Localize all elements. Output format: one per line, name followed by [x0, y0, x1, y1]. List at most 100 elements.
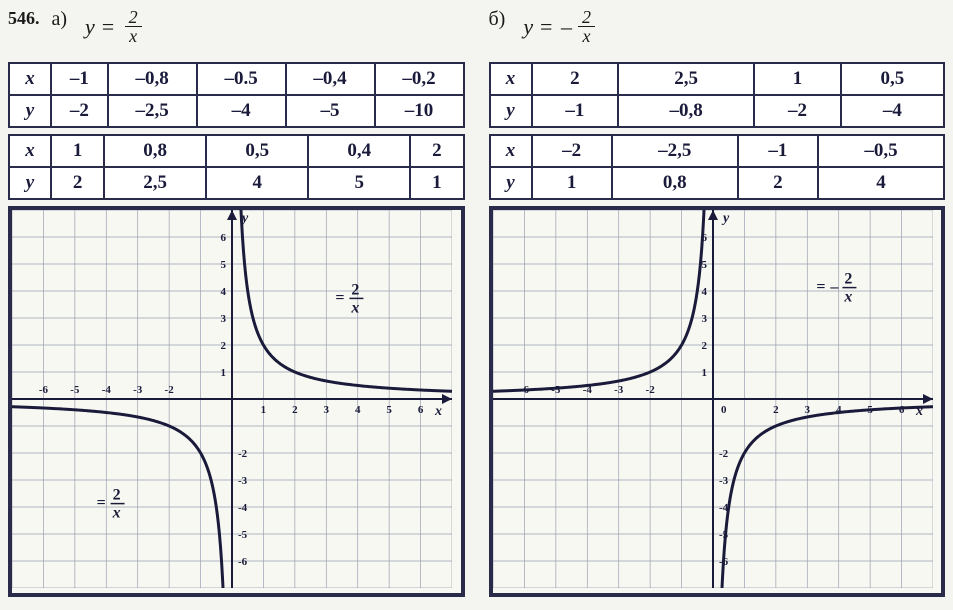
- cell: –1: [51, 63, 108, 95]
- cell: –0,2: [375, 63, 464, 95]
- svg-text:-4: -4: [102, 384, 112, 396]
- cell: –0,8: [108, 63, 197, 95]
- chart-b: -6-5-4-3-223456123456-2-3-4-5-60xy=–2x: [493, 210, 933, 588]
- cell: –4: [197, 95, 286, 127]
- svg-text:2: 2: [113, 487, 121, 504]
- part-a-label: а): [52, 8, 68, 31]
- equals-sign-b: =: [533, 14, 559, 40]
- svg-text:y: y: [721, 211, 730, 226]
- svg-text:x: x: [350, 299, 359, 316]
- svg-text:-5: -5: [70, 384, 80, 396]
- row-header: x: [490, 63, 532, 95]
- cell: –2: [51, 95, 108, 127]
- svg-text:2: 2: [773, 404, 779, 416]
- cell: 1: [410, 167, 463, 199]
- cell: –2: [532, 135, 612, 167]
- svg-text:2: 2: [292, 404, 298, 416]
- svg-text:x: x: [434, 404, 442, 419]
- table-b2: x–2–2,5–1–0,5 y10,824: [489, 134, 946, 200]
- row-header: y: [490, 95, 532, 127]
- equals-sign: =: [95, 14, 121, 40]
- svg-text:–: –: [829, 279, 839, 296]
- svg-text:4: 4: [701, 286, 707, 298]
- cell: –1: [738, 135, 818, 167]
- svg-text:-3: -3: [614, 384, 624, 396]
- cell: 5: [308, 167, 410, 199]
- svg-text:-6: -6: [238, 556, 248, 568]
- svg-text:1: 1: [701, 367, 707, 379]
- chart-a-wrap: -6-5-4-3-2123456123456-2-3-4-5-6xy=2x=2x: [8, 206, 465, 597]
- formula-lhs: y: [85, 14, 95, 40]
- part-b-label: б): [489, 8, 506, 31]
- cell: 4: [818, 167, 944, 199]
- svg-text:3: 3: [701, 313, 707, 325]
- cell: –0,4: [286, 63, 375, 95]
- svg-text:-3: -3: [719, 475, 729, 487]
- svg-text:6: 6: [221, 232, 227, 244]
- part-b-formula: y = – 2 x: [523, 8, 595, 45]
- svg-text:5: 5: [386, 404, 392, 416]
- cell: –0,5: [818, 135, 944, 167]
- chart-b-wrap: -6-5-4-3-223456123456-2-3-4-5-60xy=–2x: [489, 206, 946, 597]
- svg-text:x: x: [843, 289, 852, 306]
- svg-text:1: 1: [261, 404, 267, 416]
- row-header: y: [9, 167, 51, 199]
- svg-text:=: =: [816, 279, 825, 296]
- svg-text:x: x: [112, 505, 121, 522]
- cell: –0.5: [197, 63, 286, 95]
- fraction-b: 2 x: [578, 8, 595, 45]
- cell: 2,5: [618, 63, 754, 95]
- svg-text:3: 3: [804, 404, 810, 416]
- cell: –10: [375, 95, 464, 127]
- part-a-header: 546. а) y = 2 x: [8, 8, 465, 56]
- cell: 0,5: [841, 63, 944, 95]
- problem-number: 546.: [8, 8, 40, 29]
- svg-text:-5: -5: [551, 384, 561, 396]
- svg-text:3: 3: [221, 313, 227, 325]
- row-header: y: [490, 167, 532, 199]
- cell: 2: [738, 167, 818, 199]
- svg-text:2: 2: [701, 340, 707, 352]
- chart-a: -6-5-4-3-2123456123456-2-3-4-5-6xy=2x=2x: [12, 210, 452, 588]
- table-a2: x10,80,50,42y22,5451: [8, 134, 465, 200]
- cell: 4: [206, 167, 308, 199]
- frac-num-b: 2: [578, 8, 595, 27]
- svg-text:-3: -3: [133, 384, 143, 396]
- svg-text:-2: -2: [719, 448, 729, 460]
- svg-text:-4: -4: [238, 502, 248, 514]
- row-header: x: [9, 63, 51, 95]
- cell: 2,5: [104, 167, 206, 199]
- svg-text:-5: -5: [238, 529, 248, 541]
- frac-den-b: x: [578, 27, 594, 45]
- cell: 1: [51, 135, 104, 167]
- cell: –0,8: [618, 95, 754, 127]
- cell: 2: [532, 63, 619, 95]
- row-header: y: [9, 95, 51, 127]
- svg-text:4: 4: [221, 286, 227, 298]
- svg-text:2: 2: [221, 340, 227, 352]
- svg-text:5: 5: [221, 259, 227, 271]
- svg-text:-2: -2: [165, 384, 175, 396]
- svg-text:0: 0: [721, 404, 727, 416]
- svg-text:=: =: [97, 495, 106, 512]
- svg-text:-2: -2: [645, 384, 655, 396]
- svg-text:6: 6: [898, 404, 904, 416]
- frac-num: 2: [125, 8, 142, 27]
- svg-text:1: 1: [221, 367, 227, 379]
- svg-text:2: 2: [351, 281, 359, 298]
- cell: 0,8: [612, 167, 738, 199]
- part-a-formula: y = 2 x: [85, 8, 142, 45]
- formula-lhs-b: y: [523, 14, 533, 40]
- cell: 1: [532, 167, 612, 199]
- fraction-a: 2 x: [125, 8, 142, 45]
- svg-text:3: 3: [324, 404, 330, 416]
- minus-sign: –: [561, 14, 572, 40]
- cell: 0,5: [206, 135, 308, 167]
- cell: 0,4: [308, 135, 410, 167]
- svg-text:4: 4: [355, 404, 361, 416]
- row-header: x: [490, 135, 532, 167]
- cell: –2: [754, 95, 841, 127]
- svg-text:2: 2: [844, 271, 852, 288]
- part-b-column: б) y = – 2 x x22,510,5y–1–0,8–2–4 x–2–2,…: [489, 8, 946, 597]
- cell: –2,5: [612, 135, 738, 167]
